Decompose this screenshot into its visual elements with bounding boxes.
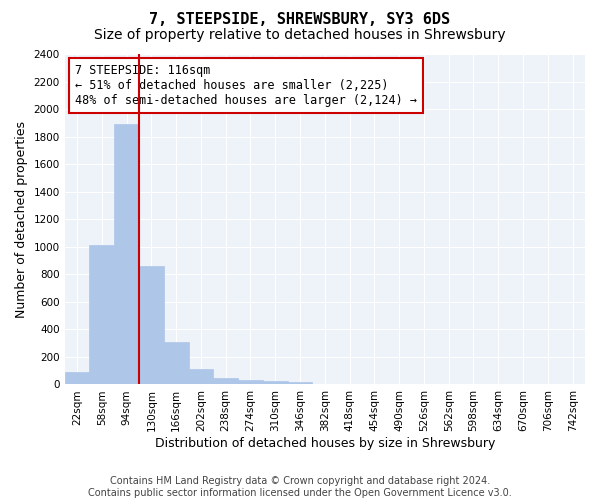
Bar [114,124,139,384]
Bar [238,380,263,384]
Bar [164,342,188,384]
Text: 7 STEEPSIDE: 116sqm
← 51% of detached houses are smaller (2,225)
48% of semi-det: 7 STEEPSIDE: 116sqm ← 51% of detached ho… [75,64,417,107]
Bar [214,378,238,384]
Y-axis label: Number of detached properties: Number of detached properties [15,120,28,318]
X-axis label: Distribution of detached houses by size in Shrewsbury: Distribution of detached houses by size … [155,437,495,450]
Bar [263,381,287,384]
Bar [287,382,313,384]
Text: Contains HM Land Registry data © Crown copyright and database right 2024.
Contai: Contains HM Land Registry data © Crown c… [88,476,512,498]
Bar [188,370,214,384]
Bar [65,372,89,384]
Bar [89,246,114,384]
Text: 7, STEEPSIDE, SHREWSBURY, SY3 6DS: 7, STEEPSIDE, SHREWSBURY, SY3 6DS [149,12,451,28]
Text: Size of property relative to detached houses in Shrewsbury: Size of property relative to detached ho… [94,28,506,42]
Bar [139,266,164,384]
